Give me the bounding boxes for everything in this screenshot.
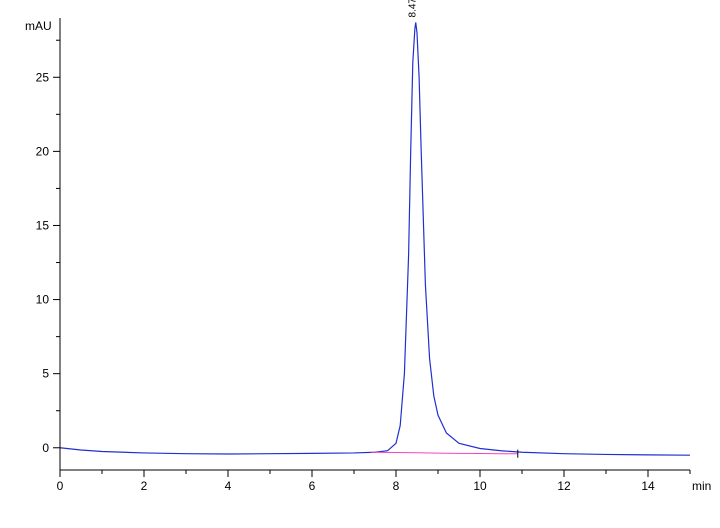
- chart-svg: 0 2 4 6 8 10 12 14 0 5 10 15 20 25 mAU min 8.474: [0, 0, 720, 528]
- chromatogram-chart: 0 2 4 6 8 10 12 14 0 5 10 15 20 25 mAU min 8.474: [0, 0, 720, 528]
- x-tick-label: 2: [141, 479, 148, 493]
- chart-background: [0, 0, 720, 528]
- x-tick-label: 8: [393, 479, 400, 493]
- y-axis-title: mAU: [25, 19, 52, 33]
- x-tick-label: 12: [557, 479, 571, 493]
- x-axis-title: min: [692, 479, 711, 493]
- x-tick-label: 10: [473, 479, 487, 493]
- y-tick-label: 15: [36, 218, 50, 232]
- x-tick-label: 6: [309, 479, 316, 493]
- x-tick-label: 0: [57, 479, 64, 493]
- y-tick-label: 5: [42, 367, 49, 381]
- x-tick-label: 4: [225, 479, 232, 493]
- y-tick-label: 0: [42, 441, 49, 455]
- y-tick-label: 10: [36, 293, 50, 307]
- peak-label: 8.474: [408, 0, 419, 17]
- y-tick-label: 20: [36, 144, 50, 158]
- x-tick-label: 14: [641, 479, 655, 493]
- y-tick-label: 25: [36, 70, 50, 84]
